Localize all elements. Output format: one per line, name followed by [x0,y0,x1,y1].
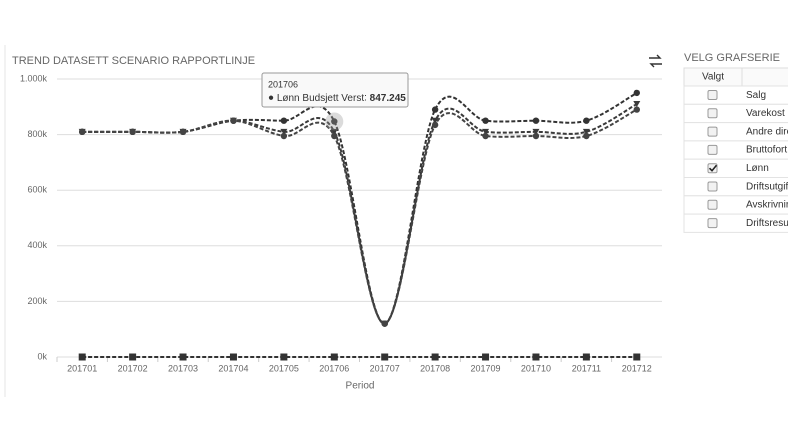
y-tick-label: 400k [27,240,47,250]
series-line [82,108,638,325]
marker [532,128,540,135]
marker [583,117,590,124]
row-label: Driftsresu [746,218,788,229]
tooltip-value: 847.245 [370,93,407,104]
marker [582,128,590,135]
checkbox[interactable] [707,108,718,119]
marker [78,353,86,361]
marker [331,118,338,125]
y-tick-label: 600k [27,185,47,195]
checkbox[interactable] [707,181,718,192]
table-header: Valgt [702,72,724,83]
marker [583,132,590,140]
x-axis-label: Period [346,381,375,392]
marker [582,353,590,361]
series-line [82,92,638,325]
x-tick-label: 201708 [420,363,450,373]
checkmark [708,164,718,172]
marker [532,353,540,361]
tooltip: 201706 ● Lønn Budsjett Verst: 847.245 [261,72,409,108]
checkbox[interactable] [707,126,718,137]
marker [431,353,439,361]
marker [280,117,288,124]
marker [179,353,187,361]
marker [280,128,288,135]
row-label: Lønn [746,163,769,174]
table-row [683,85,788,105]
marker [280,132,288,140]
marker [532,132,540,140]
marker [633,101,641,108]
row-label: Varekost [746,108,785,119]
tooltip-series: Lønn Budsjett Verst [277,93,364,104]
x-tick-label: 201706 [319,363,349,373]
marker [633,353,641,361]
y-tick-label: 800k [27,129,47,139]
marker [431,106,439,113]
tooltip-text: ● Lønn Budsjett Verst: 847.245 [268,93,406,104]
checkbox[interactable] [707,199,718,210]
x-tick-label: 201701 [67,363,97,373]
marker [79,128,86,136]
x-tick-label: 201704 [218,363,248,373]
x-tick-label: 201710 [521,363,551,373]
panel-title: VELG GRAFSERIE [684,52,780,64]
x-tick-label: 201703 [168,363,198,373]
marker [330,128,338,135]
marker [482,117,489,124]
x-tick-label: 201702 [118,363,148,373]
x-tick-label: 201712 [622,363,652,373]
marker [381,320,388,327]
marker [431,117,439,124]
tooltip-box [261,72,409,108]
marker [179,128,187,136]
marker [633,89,640,97]
table-row [683,158,788,178]
swap-icon[interactable] [649,54,662,68]
marker [229,353,237,361]
checkbox[interactable] [707,218,718,229]
x-tick-label: 201709 [471,363,501,373]
marker [280,353,288,361]
row-label: Salg [746,90,766,101]
x-tick-label: 201705 [269,363,299,373]
row-label: Driftsutgif [746,181,788,192]
marker [482,128,490,135]
x-tick-label: 201707 [370,363,400,373]
row-label: Avskrivnir [746,200,788,211]
marker [431,121,439,129]
hover-halo [325,112,344,131]
marker [633,106,640,113]
x-tick-label: 201711 [572,363,601,373]
chart-title: TREND DATASETT SCENARIO RAPPORTLINJE [12,55,255,67]
y-tick-label: 0k [37,351,47,361]
marker [230,117,237,124]
marker [532,117,540,124]
marker [482,353,490,361]
checkbox[interactable] [707,144,718,155]
row-label: Andre dire [746,126,788,137]
checkbox[interactable] [707,90,718,100]
marker [482,132,489,140]
checkbox[interactable] [707,163,718,174]
tooltip-category: 201706 [268,79,298,89]
y-tick-label: 1.000k [20,73,48,83]
table-header-bg [683,67,788,87]
marker [381,353,389,361]
row-label: Bruttofort [746,145,787,156]
marker [129,353,137,361]
marker [129,128,136,136]
marker [330,353,338,361]
marker [331,132,338,140]
y-tick-label: 200k [27,296,47,306]
